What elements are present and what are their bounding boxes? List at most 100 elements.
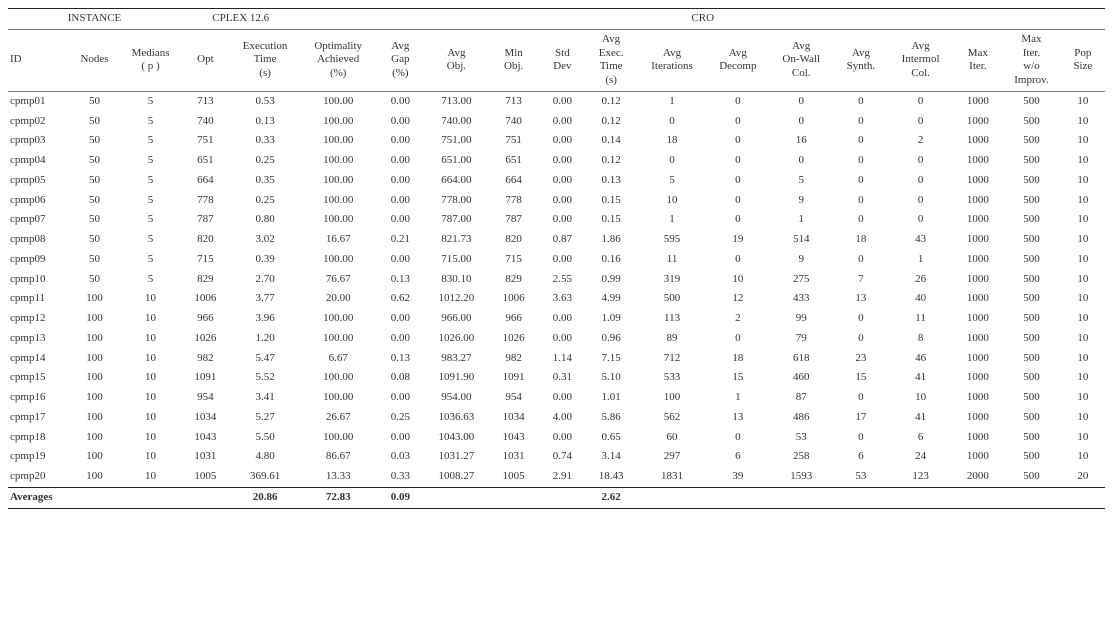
cell-avg_synth: 0 bbox=[834, 191, 888, 211]
cell-nodes: 100 bbox=[69, 329, 120, 349]
cell-medians: 5 bbox=[120, 270, 181, 290]
col-min_obj: MinObj. bbox=[488, 29, 539, 91]
cell-avg_intermol: 0 bbox=[888, 191, 954, 211]
cell-avg_intermol: 1 bbox=[888, 250, 954, 270]
cell-std_dev: 0.00 bbox=[539, 151, 585, 171]
cell-medians: 10 bbox=[120, 329, 181, 349]
cell-avg_exec_time: 0.99 bbox=[586, 270, 637, 290]
cell-avg_intermol: 0 bbox=[888, 91, 954, 111]
cell-avg_intermol: 11 bbox=[888, 309, 954, 329]
cell-max_iter: 1000 bbox=[954, 329, 1003, 349]
cell-avg_gap: 0.33 bbox=[376, 467, 425, 487]
cell-avg_exec_time: 5.86 bbox=[586, 408, 637, 428]
cell-avg_decomp: 18 bbox=[707, 349, 768, 369]
avg-cell-min_obj bbox=[488, 487, 539, 508]
cell-avg_gap: 0.08 bbox=[376, 368, 425, 388]
cell-exec_time: 0.13 bbox=[230, 112, 301, 132]
cell-pop_size: 10 bbox=[1061, 191, 1105, 211]
cell-avg_exec_time: 0.12 bbox=[586, 112, 637, 132]
cell-avg_iter: 11 bbox=[637, 250, 708, 270]
cell-avg_synth: 23 bbox=[834, 349, 888, 369]
cell-avg_intermol: 0 bbox=[888, 210, 954, 230]
avg-cell-opt_achieved: 72.83 bbox=[300, 487, 376, 508]
cell-max_iter_wo: 500 bbox=[1002, 171, 1060, 191]
cell-avg_iter: 562 bbox=[637, 408, 708, 428]
cell-pop_size: 10 bbox=[1061, 309, 1105, 329]
cell-avg_intermol: 40 bbox=[888, 289, 954, 309]
cell-max_iter_wo: 500 bbox=[1002, 408, 1060, 428]
cell-avg_onwall: 79 bbox=[768, 329, 834, 349]
cell-opt_achieved: 13.33 bbox=[300, 467, 376, 487]
column-header-row: IDNodesMedians( p )OptExecutionTime(s)Op… bbox=[8, 29, 1105, 91]
table-row: cpmp111001010063.7720.000.621012.2010063… bbox=[8, 289, 1105, 309]
cell-pop_size: 10 bbox=[1061, 368, 1105, 388]
cell-nodes: 50 bbox=[69, 131, 120, 151]
avg-cell-max_iter_wo bbox=[1002, 487, 1060, 508]
cell-avg_onwall: 460 bbox=[768, 368, 834, 388]
cell-pop_size: 10 bbox=[1061, 210, 1105, 230]
cell-avg_onwall: 0 bbox=[768, 91, 834, 111]
cell-max_iter_wo: 500 bbox=[1002, 151, 1060, 171]
cell-avg_obj: 751.00 bbox=[425, 131, 488, 151]
cell-id: cpmp08 bbox=[8, 230, 69, 250]
cell-max_iter: 2000 bbox=[954, 467, 1003, 487]
cell-exec_time: 5.52 bbox=[230, 368, 301, 388]
averages-row: Averages20.8672.830.092.62 bbox=[8, 487, 1105, 508]
cell-avg_exec_time: 1.86 bbox=[586, 230, 637, 250]
avg-cell-medians bbox=[120, 487, 181, 508]
cell-medians: 10 bbox=[120, 428, 181, 448]
cell-exec_time: 0.25 bbox=[230, 151, 301, 171]
cell-exec_time: 5.47 bbox=[230, 349, 301, 369]
table-row: cpmp055056640.35100.000.00664.006640.000… bbox=[8, 171, 1105, 191]
cell-avg_obj: 1008.27 bbox=[425, 467, 488, 487]
cell-id: cpmp05 bbox=[8, 171, 69, 191]
cell-avg_synth: 0 bbox=[834, 428, 888, 448]
cell-avg_exec_time: 0.13 bbox=[586, 171, 637, 191]
cell-avg_decomp: 0 bbox=[707, 91, 768, 111]
cell-avg_iter: 60 bbox=[637, 428, 708, 448]
cell-avg_synth: 0 bbox=[834, 91, 888, 111]
cell-pop_size: 10 bbox=[1061, 388, 1105, 408]
cell-pop_size: 10 bbox=[1061, 447, 1105, 467]
cell-avg_gap: 0.00 bbox=[376, 210, 425, 230]
cell-avg_gap: 0.00 bbox=[376, 329, 425, 349]
cell-medians: 5 bbox=[120, 112, 181, 132]
cell-pop_size: 10 bbox=[1061, 91, 1105, 111]
cell-avg_obj: 983.27 bbox=[425, 349, 488, 369]
cell-max_iter: 1000 bbox=[954, 408, 1003, 428]
avg-cell-avg_intermol bbox=[888, 487, 954, 508]
cell-avg_exec_time: 1.01 bbox=[586, 388, 637, 408]
cell-nodes: 50 bbox=[69, 191, 120, 211]
cell-max_iter_wo: 500 bbox=[1002, 250, 1060, 270]
col-std_dev: StdDev bbox=[539, 29, 585, 91]
cell-max_iter_wo: 500 bbox=[1002, 447, 1060, 467]
cell-nodes: 100 bbox=[69, 349, 120, 369]
cell-min_obj: 715 bbox=[488, 250, 539, 270]
col-avg_synth: AvgSynth. bbox=[834, 29, 888, 91]
cell-opt_achieved: 100.00 bbox=[300, 151, 376, 171]
cell-min_obj: 1005 bbox=[488, 467, 539, 487]
cell-id: cpmp17 bbox=[8, 408, 69, 428]
cell-std_dev: 1.14 bbox=[539, 349, 585, 369]
cell-avg_gap: 0.00 bbox=[376, 428, 425, 448]
cell-avg_synth: 0 bbox=[834, 388, 888, 408]
avg-cell-opt bbox=[181, 487, 230, 508]
cell-id: cpmp14 bbox=[8, 349, 69, 369]
cell-avg_decomp: 0 bbox=[707, 250, 768, 270]
cell-avg_gap: 0.00 bbox=[376, 309, 425, 329]
cell-avg_obj: 954.00 bbox=[425, 388, 488, 408]
cell-pop_size: 10 bbox=[1061, 171, 1105, 191]
cell-opt_achieved: 100.00 bbox=[300, 171, 376, 191]
avg-cell-avg_decomp bbox=[707, 487, 768, 508]
cell-medians: 5 bbox=[120, 250, 181, 270]
cell-max_iter: 1000 bbox=[954, 368, 1003, 388]
cell-avg_obj: 787.00 bbox=[425, 210, 488, 230]
cell-avg_synth: 0 bbox=[834, 151, 888, 171]
cell-opt_achieved: 100.00 bbox=[300, 191, 376, 211]
cell-medians: 5 bbox=[120, 91, 181, 111]
cell-max_iter_wo: 500 bbox=[1002, 368, 1060, 388]
cell-medians: 10 bbox=[120, 408, 181, 428]
cell-opt: 1031 bbox=[181, 447, 230, 467]
cell-max_iter: 1000 bbox=[954, 112, 1003, 132]
cell-avg_obj: 1091.90 bbox=[425, 368, 488, 388]
